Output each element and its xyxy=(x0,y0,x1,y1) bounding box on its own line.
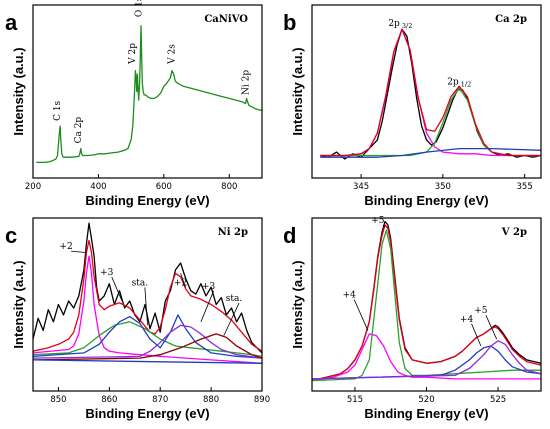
x-tick-label: 400 xyxy=(90,182,106,192)
series-line-2 xyxy=(33,239,262,352)
x-tick-label: 350 xyxy=(435,182,451,192)
panel-letter: b xyxy=(283,10,296,35)
series-line-6 xyxy=(312,340,541,380)
series-line-5 xyxy=(312,345,541,380)
series-line-1 xyxy=(312,220,541,382)
x-tick-label: 600 xyxy=(156,182,172,192)
series-line-8 xyxy=(33,359,262,364)
peak-label: +2 xyxy=(59,242,72,252)
annotation-arrow xyxy=(471,323,482,347)
x-tick-label: 870 xyxy=(152,395,168,405)
peak-label: Ca 2p xyxy=(74,117,84,144)
peak-label: +3 xyxy=(202,282,216,292)
series-line-2 xyxy=(312,224,541,382)
x-tick-label: 880 xyxy=(203,395,219,405)
x-axis-title: Binding Energy (eV) xyxy=(364,193,488,208)
series-line-6 xyxy=(33,324,262,359)
series-line-1 xyxy=(33,222,262,354)
plot-frame xyxy=(32,4,263,179)
panel-letter: a xyxy=(5,10,18,35)
peak-label: V 2s xyxy=(167,44,177,65)
peak-label: +4 xyxy=(460,315,474,325)
peak-label-sub: 3/2 xyxy=(400,22,413,30)
panel-title: V 2p xyxy=(501,227,527,238)
x-tick-label: 515 xyxy=(347,395,363,405)
panel-a: 200 400 600 800 Binding Energy (eV) Intensity… xyxy=(5,0,263,208)
annotation-arrow xyxy=(485,314,497,340)
panel-b: 345 350 355 Binding Energy (eV) Intensity (a… xyxy=(283,4,542,208)
x-axis-title: Binding Energy (eV) xyxy=(364,406,488,421)
peak-label: C 1s xyxy=(53,100,63,120)
y-axis-title: Intensity (a.u.) xyxy=(11,260,26,348)
peak-label: +3 xyxy=(100,268,114,278)
x-tick-label: 355 xyxy=(517,182,533,192)
panel-letter: c xyxy=(5,223,17,248)
x-tick-label: 345 xyxy=(353,182,369,192)
x-axis-title: Binding Energy (eV) xyxy=(85,406,209,421)
peak-label: O 1s xyxy=(135,0,145,17)
annotation-arrow xyxy=(223,302,240,336)
panel-title: CaNiVO xyxy=(204,14,248,25)
peak-label: +4 xyxy=(343,291,357,301)
peak-label: V 2p xyxy=(128,43,138,65)
series-line-5 xyxy=(320,147,541,158)
panel-letter: d xyxy=(283,223,296,248)
peak-label: 2p 3/2 xyxy=(388,19,412,30)
plot-frame xyxy=(311,217,542,392)
y-axis-title: Intensity (a.u.) xyxy=(290,260,305,348)
plot-frame xyxy=(32,217,263,392)
series-group xyxy=(320,28,541,160)
panel-title: Ni 2p xyxy=(218,227,248,238)
peak-label: sta. xyxy=(132,278,149,288)
y-axis-title: Intensity (a.u.) xyxy=(11,47,26,135)
series-line-3 xyxy=(312,333,541,382)
x-tick-label: 200 xyxy=(25,182,41,192)
annotation-arrow xyxy=(71,250,87,253)
series-line-4 xyxy=(312,229,541,382)
series-line-4 xyxy=(320,28,541,157)
series-group xyxy=(36,25,262,164)
peak-label: +2 xyxy=(174,278,187,288)
peak-label: sta. xyxy=(226,294,243,304)
peak-label-sub: 1/2 xyxy=(459,81,472,89)
series-line-2 xyxy=(320,28,541,157)
series-group xyxy=(312,220,541,382)
annotation-arrow xyxy=(353,299,369,331)
peak-label: +5 xyxy=(371,216,385,226)
series-line-5 xyxy=(33,314,262,359)
panel-c: 850 860 870 880 890 Binding Energy (eV) Intens… xyxy=(5,217,270,421)
peak-label: Ni 2p xyxy=(241,70,251,95)
panel-title: Ca 2p xyxy=(495,14,527,25)
annotation-arrow xyxy=(382,224,386,227)
y-axis-title: Intensity (a.u.) xyxy=(290,47,305,135)
series-line-3 xyxy=(320,87,541,157)
x-tick-label: 890 xyxy=(254,395,270,405)
x-tick-label: 850 xyxy=(50,395,66,405)
x-tick-label: 525 xyxy=(490,395,506,405)
series-line-1 xyxy=(36,25,262,164)
series-line-7 xyxy=(33,333,262,361)
annotation-arrow xyxy=(111,276,123,302)
x-tick-label: 520 xyxy=(418,395,434,405)
annotation-arrow xyxy=(200,290,214,322)
x-tick-label: 860 xyxy=(101,395,117,405)
peak-label: 2p 1/2 xyxy=(447,78,471,89)
plot-frame xyxy=(311,4,542,179)
series-line-3 xyxy=(33,255,262,364)
x-axis-title: Binding Energy (eV) xyxy=(85,193,209,208)
annotation-arrow xyxy=(180,273,186,288)
x-tick-label: 800 xyxy=(221,182,237,192)
annotation-arrow xyxy=(144,287,148,326)
peak-label: +5 xyxy=(474,306,488,316)
series-group xyxy=(33,222,262,364)
